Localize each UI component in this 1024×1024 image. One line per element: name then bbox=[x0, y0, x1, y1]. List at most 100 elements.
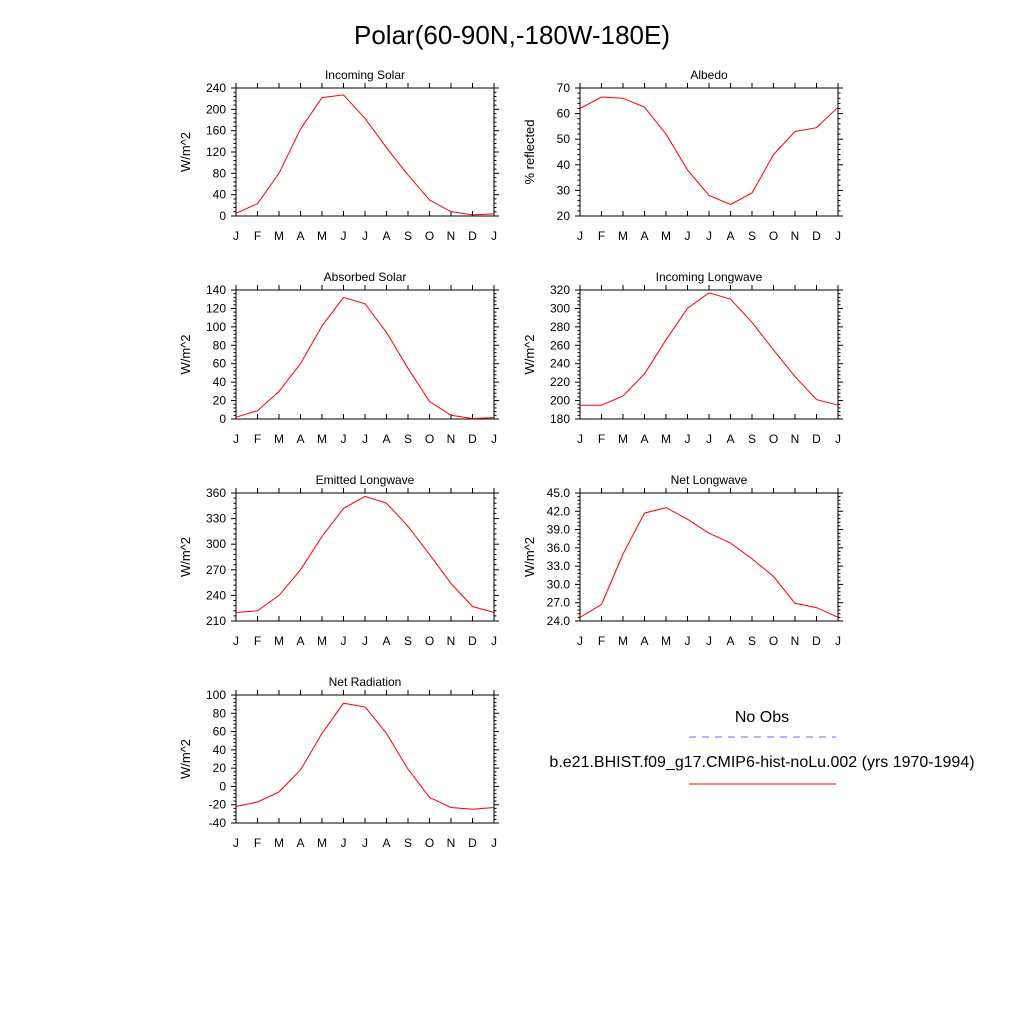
x-tick-label: S bbox=[748, 634, 756, 648]
x-tick-label: M bbox=[661, 634, 671, 648]
x-tick-label: N bbox=[791, 634, 800, 648]
y-tick-label: 42.0 bbox=[547, 504, 571, 518]
y-tick-label: 120 bbox=[206, 145, 226, 159]
x-tick-label: J bbox=[835, 229, 841, 243]
y-tick-label: 200 bbox=[206, 102, 226, 116]
x-tick-label: J bbox=[362, 229, 368, 243]
y-tick-label: 24.0 bbox=[547, 614, 571, 628]
y-tick-label: 240 bbox=[206, 588, 226, 602]
y-tick-label: 240 bbox=[550, 357, 570, 371]
y-tick-label: 330 bbox=[206, 512, 226, 526]
y-tick-label: 80 bbox=[213, 706, 227, 720]
panel-title: Albedo bbox=[690, 68, 728, 82]
x-tick-label: J bbox=[233, 634, 239, 648]
x-tick-label: M bbox=[317, 836, 327, 850]
x-tick-label: F bbox=[254, 836, 261, 850]
x-tick-label: O bbox=[425, 432, 434, 446]
x-tick-label: M bbox=[317, 432, 327, 446]
x-tick-label: O bbox=[425, 836, 434, 850]
y-tick-label: 100 bbox=[206, 320, 226, 334]
x-tick-label: J bbox=[491, 432, 497, 446]
x-tick-label: S bbox=[404, 634, 412, 648]
y-tick-label: 40 bbox=[213, 743, 227, 757]
y-tick-label: 140 bbox=[206, 283, 226, 297]
x-tick-label: F bbox=[254, 634, 261, 648]
y-tick-label: 50 bbox=[557, 132, 571, 146]
x-tick-label: J bbox=[233, 836, 239, 850]
x-tick-label: D bbox=[468, 229, 477, 243]
x-tick-label: A bbox=[382, 634, 390, 648]
x-tick-label: J bbox=[341, 836, 347, 850]
x-tick-label: J bbox=[706, 634, 712, 648]
panel-title: Emitted Longwave bbox=[316, 473, 415, 487]
x-tick-label: M bbox=[618, 634, 628, 648]
y-tick-label: 40 bbox=[557, 158, 571, 172]
y-axis-label: W/m^2 bbox=[522, 334, 537, 374]
x-tick-label: A bbox=[726, 229, 734, 243]
y-tick-label: 80 bbox=[213, 166, 227, 180]
x-tick-label: N bbox=[447, 432, 456, 446]
x-tick-label: J bbox=[362, 432, 368, 446]
y-tick-label: 120 bbox=[206, 301, 226, 315]
x-tick-label: A bbox=[640, 229, 648, 243]
y-tick-label: 40 bbox=[213, 188, 227, 202]
x-tick-label: J bbox=[491, 836, 497, 850]
panel-title: Net Radiation bbox=[329, 675, 402, 689]
x-tick-label: F bbox=[598, 229, 605, 243]
x-tick-label: J bbox=[577, 432, 583, 446]
y-tick-label: 240 bbox=[206, 81, 226, 95]
x-tick-label: J bbox=[577, 634, 583, 648]
x-tick-label: D bbox=[468, 432, 477, 446]
y-tick-label: 270 bbox=[206, 563, 226, 577]
legend-obs-label: No Obs bbox=[735, 709, 789, 726]
y-tick-label: 80 bbox=[213, 338, 227, 352]
y-tick-label: 180 bbox=[550, 412, 570, 426]
y-tick-label: 280 bbox=[550, 320, 570, 334]
panel-title: Incoming Solar bbox=[325, 68, 405, 82]
y-tick-label: 320 bbox=[550, 283, 570, 297]
x-tick-label: O bbox=[425, 634, 434, 648]
x-tick-label: J bbox=[685, 432, 691, 446]
y-tick-label: 30 bbox=[557, 183, 571, 197]
y-tick-label: 36.0 bbox=[547, 541, 571, 555]
y-tick-label: 60 bbox=[213, 725, 227, 739]
y-tick-label: 33.0 bbox=[547, 559, 571, 573]
x-tick-label: O bbox=[769, 229, 778, 243]
legend: No Obs b.e21.BHIST.f09_g17.CMIP6-hist-no… bbox=[549, 709, 975, 785]
plot-frame bbox=[579, 87, 839, 217]
x-tick-label: M bbox=[661, 432, 671, 446]
y-tick-label: 20 bbox=[213, 761, 227, 775]
x-tick-label: J bbox=[233, 229, 239, 243]
x-tick-label: J bbox=[706, 432, 712, 446]
y-tick-label: -20 bbox=[209, 798, 227, 812]
series-line bbox=[580, 292, 839, 406]
x-tick-label: D bbox=[468, 836, 477, 850]
legend-model-label: b.e21.BHIST.f09_g17.CMIP6-hist-noLu.002 … bbox=[549, 754, 974, 771]
y-tick-label: 100 bbox=[206, 688, 226, 702]
x-tick-label: J bbox=[362, 634, 368, 648]
x-tick-label: M bbox=[661, 229, 671, 243]
x-tick-label: F bbox=[598, 634, 605, 648]
x-tick-label: M bbox=[618, 229, 628, 243]
x-tick-label: J bbox=[835, 432, 841, 446]
x-tick-label: O bbox=[769, 634, 778, 648]
x-tick-label: A bbox=[726, 432, 734, 446]
x-tick-label: S bbox=[404, 836, 412, 850]
x-tick-label: O bbox=[425, 229, 434, 243]
x-tick-label: J bbox=[341, 229, 347, 243]
x-tick-label: A bbox=[296, 229, 304, 243]
y-tick-label: 60 bbox=[557, 107, 571, 121]
x-tick-label: J bbox=[835, 634, 841, 648]
x-tick-label: A bbox=[296, 432, 304, 446]
x-tick-label: J bbox=[341, 432, 347, 446]
x-tick-label: J bbox=[577, 229, 583, 243]
plot-frame bbox=[235, 289, 495, 420]
main-title: Polar(60-90N,-180W-180E) bbox=[354, 20, 670, 50]
x-tick-label: M bbox=[317, 634, 327, 648]
y-tick-label: 0 bbox=[219, 412, 226, 426]
